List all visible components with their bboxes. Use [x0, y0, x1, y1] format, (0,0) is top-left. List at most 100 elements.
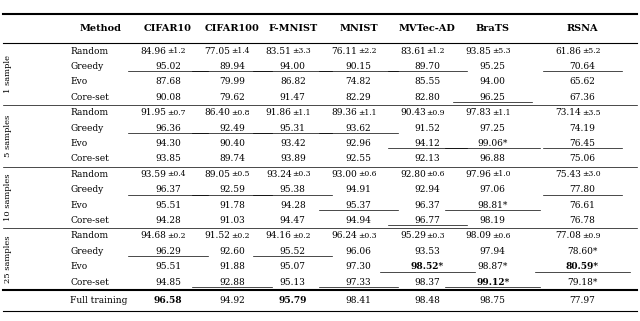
- Text: 89.36: 89.36: [332, 108, 357, 117]
- Text: ±1.1: ±1.1: [492, 109, 511, 117]
- Text: 96.25: 96.25: [480, 93, 506, 102]
- Text: 79.99: 79.99: [219, 77, 245, 86]
- Text: ±0.6: ±0.6: [358, 170, 376, 178]
- Text: 92.60: 92.60: [219, 247, 245, 256]
- Text: 94.30: 94.30: [155, 139, 181, 148]
- Text: 96.37: 96.37: [414, 201, 440, 210]
- Text: 92.88: 92.88: [219, 278, 245, 287]
- Text: ±3.0: ±3.0: [582, 170, 600, 178]
- Text: ±0.7: ±0.7: [168, 109, 186, 117]
- Text: ±0.6: ±0.6: [492, 232, 511, 240]
- Text: 65.62: 65.62: [570, 77, 595, 86]
- Text: ±1.0: ±1.0: [492, 170, 511, 178]
- Text: 92.13: 92.13: [414, 154, 440, 163]
- Text: 89.74: 89.74: [219, 154, 245, 163]
- Text: 92.49: 92.49: [219, 124, 245, 133]
- Text: ±1.2: ±1.2: [168, 47, 186, 55]
- Text: ±0.6: ±0.6: [427, 170, 445, 178]
- Text: 85.55: 85.55: [414, 77, 440, 86]
- Text: 76.11: 76.11: [332, 47, 357, 56]
- Text: 90.15: 90.15: [346, 62, 371, 71]
- Text: 91.47: 91.47: [280, 93, 306, 102]
- Text: BraTS: BraTS: [476, 24, 510, 33]
- Text: Evo: Evo: [70, 262, 88, 271]
- Text: 94.28: 94.28: [155, 216, 181, 225]
- Text: 98.09: 98.09: [466, 231, 492, 240]
- Text: ±0.4: ±0.4: [168, 170, 186, 178]
- Text: 97.83: 97.83: [466, 108, 492, 117]
- Text: Evo: Evo: [70, 139, 88, 148]
- Text: RSNA: RSNA: [566, 24, 598, 33]
- Text: Random: Random: [70, 231, 109, 240]
- Text: 95.25: 95.25: [480, 62, 506, 71]
- Text: 95.51: 95.51: [155, 262, 181, 271]
- Text: 93.85: 93.85: [155, 154, 181, 163]
- Text: Greedy: Greedy: [70, 185, 104, 194]
- Text: 82.80: 82.80: [414, 93, 440, 102]
- Text: 95.38: 95.38: [280, 185, 306, 194]
- Text: Evo: Evo: [70, 77, 88, 86]
- Text: 98.81*: 98.81*: [477, 201, 508, 210]
- Text: 90.43: 90.43: [400, 108, 426, 117]
- Text: 94.12: 94.12: [414, 139, 440, 148]
- Text: ±1.1: ±1.1: [292, 109, 310, 117]
- Text: 94.47: 94.47: [280, 216, 306, 225]
- Text: 74.19: 74.19: [570, 124, 595, 133]
- Text: 75.43: 75.43: [556, 170, 581, 179]
- Text: ±2.2: ±2.2: [358, 47, 376, 55]
- Text: ±5.3: ±5.3: [492, 47, 511, 55]
- Text: 93.00: 93.00: [332, 170, 357, 179]
- Text: 91.78: 91.78: [219, 201, 245, 210]
- Text: ±0.2: ±0.2: [232, 232, 250, 240]
- Text: 96.37: 96.37: [155, 185, 181, 194]
- Text: ±0.5: ±0.5: [232, 170, 250, 178]
- Text: MVTec-AD: MVTec-AD: [399, 24, 456, 33]
- Text: 95.51: 95.51: [155, 201, 181, 210]
- Text: 91.95: 91.95: [141, 108, 166, 117]
- Text: Greedy: Greedy: [70, 62, 104, 71]
- Text: 92.94: 92.94: [414, 185, 440, 194]
- Text: Random: Random: [70, 170, 109, 179]
- Text: 91.52: 91.52: [205, 231, 231, 240]
- Text: 78.60*: 78.60*: [567, 247, 598, 256]
- Text: 96.58: 96.58: [154, 296, 182, 305]
- Text: 89.70: 89.70: [414, 62, 440, 71]
- Text: 94.92: 94.92: [219, 296, 245, 305]
- Text: CIFAR100: CIFAR100: [205, 24, 259, 33]
- Text: 86.82: 86.82: [280, 77, 306, 86]
- Text: ±1.2: ±1.2: [427, 47, 445, 55]
- Text: 97.33: 97.33: [346, 278, 371, 287]
- Text: 90.08: 90.08: [155, 93, 181, 102]
- Text: 97.06: 97.06: [480, 185, 506, 194]
- Text: Full training: Full training: [70, 296, 128, 305]
- Text: 91.88: 91.88: [219, 262, 245, 271]
- Text: ±0.2: ±0.2: [168, 232, 186, 240]
- Text: 82.29: 82.29: [346, 93, 371, 102]
- Text: 98.52*: 98.52*: [411, 262, 444, 271]
- Text: 94.85: 94.85: [155, 278, 181, 287]
- Text: 92.96: 92.96: [346, 139, 371, 148]
- Text: 96.36: 96.36: [155, 124, 181, 133]
- Text: 76.45: 76.45: [570, 139, 595, 148]
- Text: Core-set: Core-set: [70, 154, 109, 163]
- Text: 76.78: 76.78: [570, 216, 595, 225]
- Text: 79.18*: 79.18*: [567, 278, 598, 287]
- Text: 95.79: 95.79: [278, 296, 307, 305]
- Text: Core-set: Core-set: [70, 278, 109, 287]
- Text: ±0.9: ±0.9: [427, 109, 445, 117]
- Text: 94.94: 94.94: [346, 216, 371, 225]
- Text: 94.00: 94.00: [280, 62, 306, 71]
- Text: 96.77: 96.77: [414, 216, 440, 225]
- Text: Core-set: Core-set: [70, 93, 109, 102]
- Text: 76.61: 76.61: [570, 201, 595, 210]
- Text: Random: Random: [70, 47, 109, 56]
- Text: 93.24: 93.24: [266, 170, 292, 179]
- Text: Random: Random: [70, 108, 109, 117]
- Text: 75.06: 75.06: [570, 154, 595, 163]
- Text: 98.87*: 98.87*: [477, 262, 508, 271]
- Text: 70.64: 70.64: [570, 62, 595, 71]
- Text: 93.62: 93.62: [346, 124, 371, 133]
- Text: 91.52: 91.52: [414, 124, 440, 133]
- Text: ±5.2: ±5.2: [582, 47, 600, 55]
- Text: ±3.3: ±3.3: [292, 47, 311, 55]
